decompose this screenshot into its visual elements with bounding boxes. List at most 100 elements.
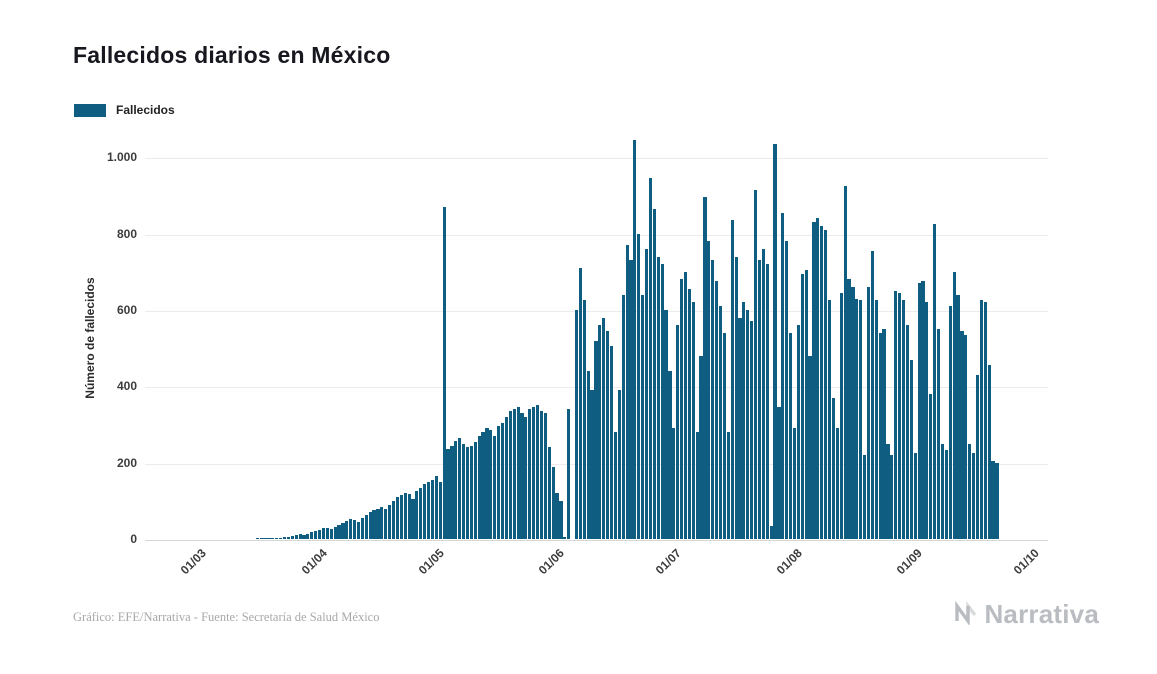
bar-day-94 [559,500,563,539]
bar-day-59 [423,483,427,539]
narrativa-logo: Narrativa [953,599,1099,630]
bar-day-125 [680,279,684,539]
bar-day-60 [426,481,431,539]
bar-day-161 [820,225,824,539]
bar-day-151 [781,212,785,539]
bar-day-120 [660,264,664,539]
bar-day-55 [407,493,411,539]
bar-day-119 [656,256,660,539]
bar-day-23 [282,537,287,539]
gridline-y-600 [145,310,1048,312]
bar-day-98 [574,309,579,539]
bar-day-178 [886,443,890,539]
gridline-y-1000 [145,158,1048,160]
bar-day-187 [921,281,925,539]
bar-day-50 [388,504,392,539]
bar-day-114 [637,233,641,539]
bar-day-122 [668,371,672,539]
narrativa-logo-text: Narrativa [984,599,1099,629]
bar-day-166 [839,292,843,539]
bar-day-189 [929,393,933,539]
bar-day-93 [555,493,559,539]
bar-day-186 [917,283,921,539]
bar-day-185 [913,453,917,539]
bar-day-155 [796,325,800,539]
bar-day-204 [987,365,991,539]
bar-day-107 [609,346,614,539]
bar-day-95 [563,537,567,539]
bar-day-168 [847,279,851,539]
bar-day-192 [940,443,945,539]
bar-day-86 [528,409,532,539]
bar-day-39 [345,520,349,539]
bar-day-184 [909,359,913,539]
bar-day-141 [742,302,746,539]
bar-day-158 [808,355,812,539]
bar-day-148 [769,525,773,539]
bar-day-46 [372,510,376,539]
legend-swatch-fallecidos [74,103,106,117]
bar-day-48 [380,506,384,539]
bar-day-177 [882,329,886,539]
bar-day-33 [321,528,326,539]
bar-day-131 [703,197,707,539]
bar-day-117 [648,178,653,539]
bar-day-41 [353,519,357,539]
bar-day-162 [824,229,828,539]
bar-day-68 [458,438,462,539]
bar-day-65 [446,448,450,539]
bar-day-175 [874,300,878,539]
bar-day-179 [890,455,894,539]
bar-day-163 [827,300,832,539]
bar-day-57 [415,491,419,539]
y-tick-label: 600 [116,302,137,317]
bar-day-18 [263,538,267,539]
bar-day-27 [298,534,302,539]
bar-day-99 [578,267,582,539]
bar-day-105 [602,317,606,539]
bar-day-134 [715,281,719,539]
bar-day-126 [683,271,688,539]
bar-day-24 [286,536,291,539]
bar-day-22 [279,537,283,539]
bar-day-160 [816,218,820,539]
bar-day-17 [259,538,263,539]
bar-day-195 [952,271,956,539]
bar-day-80 [504,416,509,539]
bar-day-73 [477,435,481,539]
bar-day-26 [294,535,298,539]
bar-day-101 [586,371,590,539]
x-tick-label-01-06: 01/06 [535,546,568,578]
legend: Fallecidos [74,103,175,117]
bar-day-44 [364,515,368,539]
bar-day-81 [508,411,512,539]
bar-day-142 [746,309,750,539]
bar-day-180 [894,290,898,539]
bar-day-112 [629,260,633,539]
y-tick-label: 1.000 [106,150,137,165]
bar-day-72 [473,441,477,539]
bar-day-156 [800,273,804,539]
bar-day-53 [399,495,403,539]
bar-day-45 [368,512,372,539]
bar-day-78 [497,426,501,539]
bar-day-193 [944,450,948,539]
bar-day-40 [349,519,353,539]
bar-day-171 [859,300,863,539]
bar-day-20 [271,537,275,539]
bar-day-34 [325,527,329,539]
bar-day-74 [481,432,485,539]
bar-day-29 [306,533,310,539]
bar-day-64 [442,206,446,539]
bar-day-146 [761,248,765,539]
bar-day-138 [730,220,734,539]
bar-day-127 [687,288,691,539]
bar-day-157 [804,269,808,539]
bar-day-92 [551,466,555,539]
bar-day-124 [676,325,680,539]
gridline-y-0 [145,540,1048,541]
page-title: Fallecidos diarios en México [73,42,391,68]
bar-day-61 [430,479,435,539]
bar-day-89 [539,411,544,539]
bar-day-43 [360,518,364,539]
